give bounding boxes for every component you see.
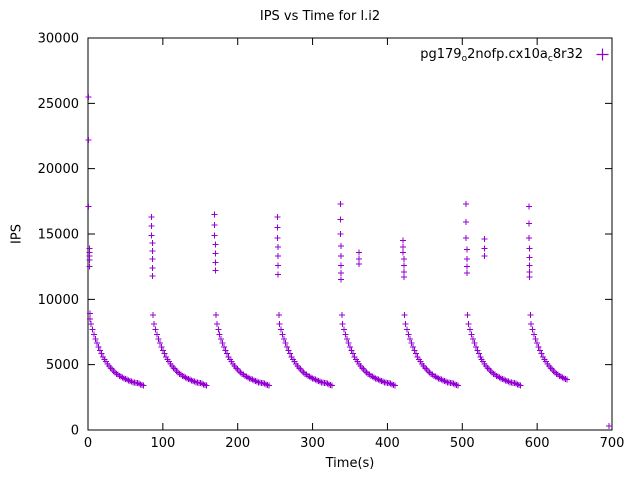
plus-marker-icon [596,48,609,61]
x-tick-label: 500 [450,436,475,451]
y-tick-label: 10000 [38,293,79,308]
legend-series-label: pg179o2nofp.cx10ac8r32 [420,47,583,64]
y-axis-label: IPS [9,224,25,244]
x-tick-label: 200 [225,436,250,451]
y-tick-label: 0 [71,424,79,439]
y-tick-label: 15000 [38,228,79,243]
x-tick-label: 700 [600,436,625,451]
y-tick-label: 30000 [38,32,79,47]
x-tick-label: 400 [375,436,400,451]
axis-ticks [87,37,613,431]
x-tick-label: 600 [525,436,550,451]
data-points [85,94,612,429]
chart-title: IPS vs Time for l.i2 [259,9,381,24]
x-tick-label: 300 [300,436,325,451]
y-tick-label: 25000 [38,97,79,112]
y-tick-label: 5000 [46,358,79,373]
x-tick-label: 100 [150,436,175,451]
legend: pg179o2nofp.cx10ac8r32 [420,47,610,64]
y-tick-label: 20000 [38,162,79,177]
plot-border [87,37,613,431]
x-tick-label: 0 [84,436,92,451]
x-axis-label: Time(s) [325,456,375,471]
